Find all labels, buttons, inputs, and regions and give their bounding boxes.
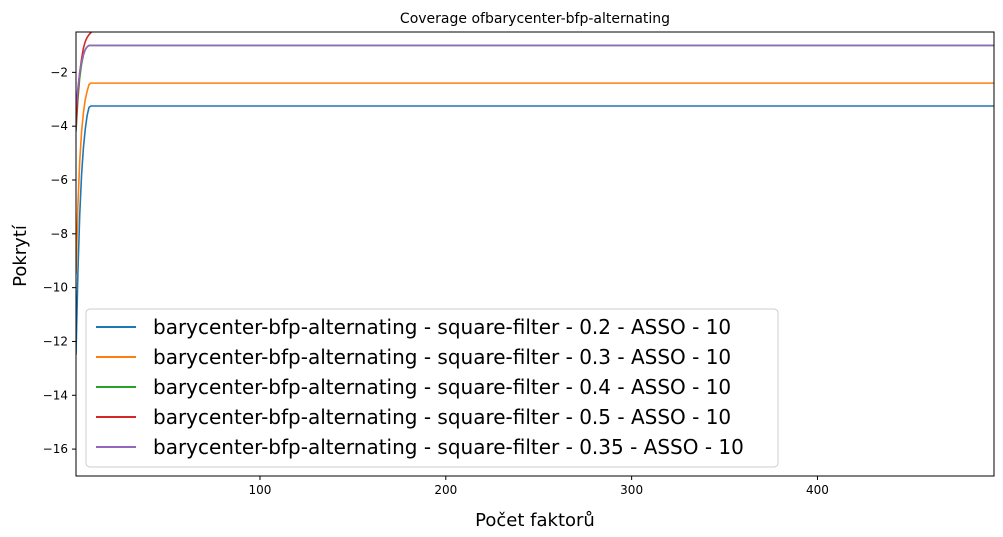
y-axis-label: Pokrytí <box>10 224 31 287</box>
y-tick-label: −6 <box>50 173 68 187</box>
x-tick-label: 300 <box>620 483 643 497</box>
x-tick-label: 200 <box>434 483 457 497</box>
legend-box <box>85 308 779 468</box>
legend-label-2: barycenter-bfp-alternating - square-filt… <box>153 375 731 399</box>
y-tick-label: −16 <box>43 442 68 456</box>
y-tick-label: −8 <box>50 227 68 241</box>
legend-label-3: barycenter-bfp-alternating - square-filt… <box>153 405 731 429</box>
series-line-4 <box>76 44 994 108</box>
y-tick-label: −2 <box>50 65 68 79</box>
legend-label-1: barycenter-bfp-alternating - square-filt… <box>153 345 731 369</box>
series-line-2 <box>76 44 994 132</box>
legend-label-4: barycenter-bfp-alternating - square-filt… <box>153 435 744 459</box>
y-tick-label: −12 <box>43 334 68 348</box>
y-tick-label: −10 <box>43 281 68 295</box>
x-axis-label: Počet faktorů <box>475 510 595 531</box>
x-axis: 100 200 300 400 <box>249 476 829 497</box>
series-group <box>76 32 994 355</box>
x-tick-label: 400 <box>806 483 829 497</box>
series-line-1 <box>76 82 994 275</box>
x-tick-label: 100 <box>249 483 272 497</box>
series-line-0 <box>76 105 994 355</box>
y-axis: −16 −14 −12 −10 −8 −6 −4 −2 <box>43 65 76 456</box>
y-tick-label: −4 <box>50 119 68 133</box>
series-line-3 <box>76 32 93 127</box>
legend: barycenter-bfp-alternating - square-filt… <box>85 308 779 468</box>
plot-frame <box>75 31 995 477</box>
legend-label-0: barycenter-bfp-alternating - square-filt… <box>153 315 731 339</box>
chart-title: Coverage ofbarycenter-bfp-alternating <box>400 11 670 27</box>
y-tick-label: −14 <box>43 388 68 402</box>
